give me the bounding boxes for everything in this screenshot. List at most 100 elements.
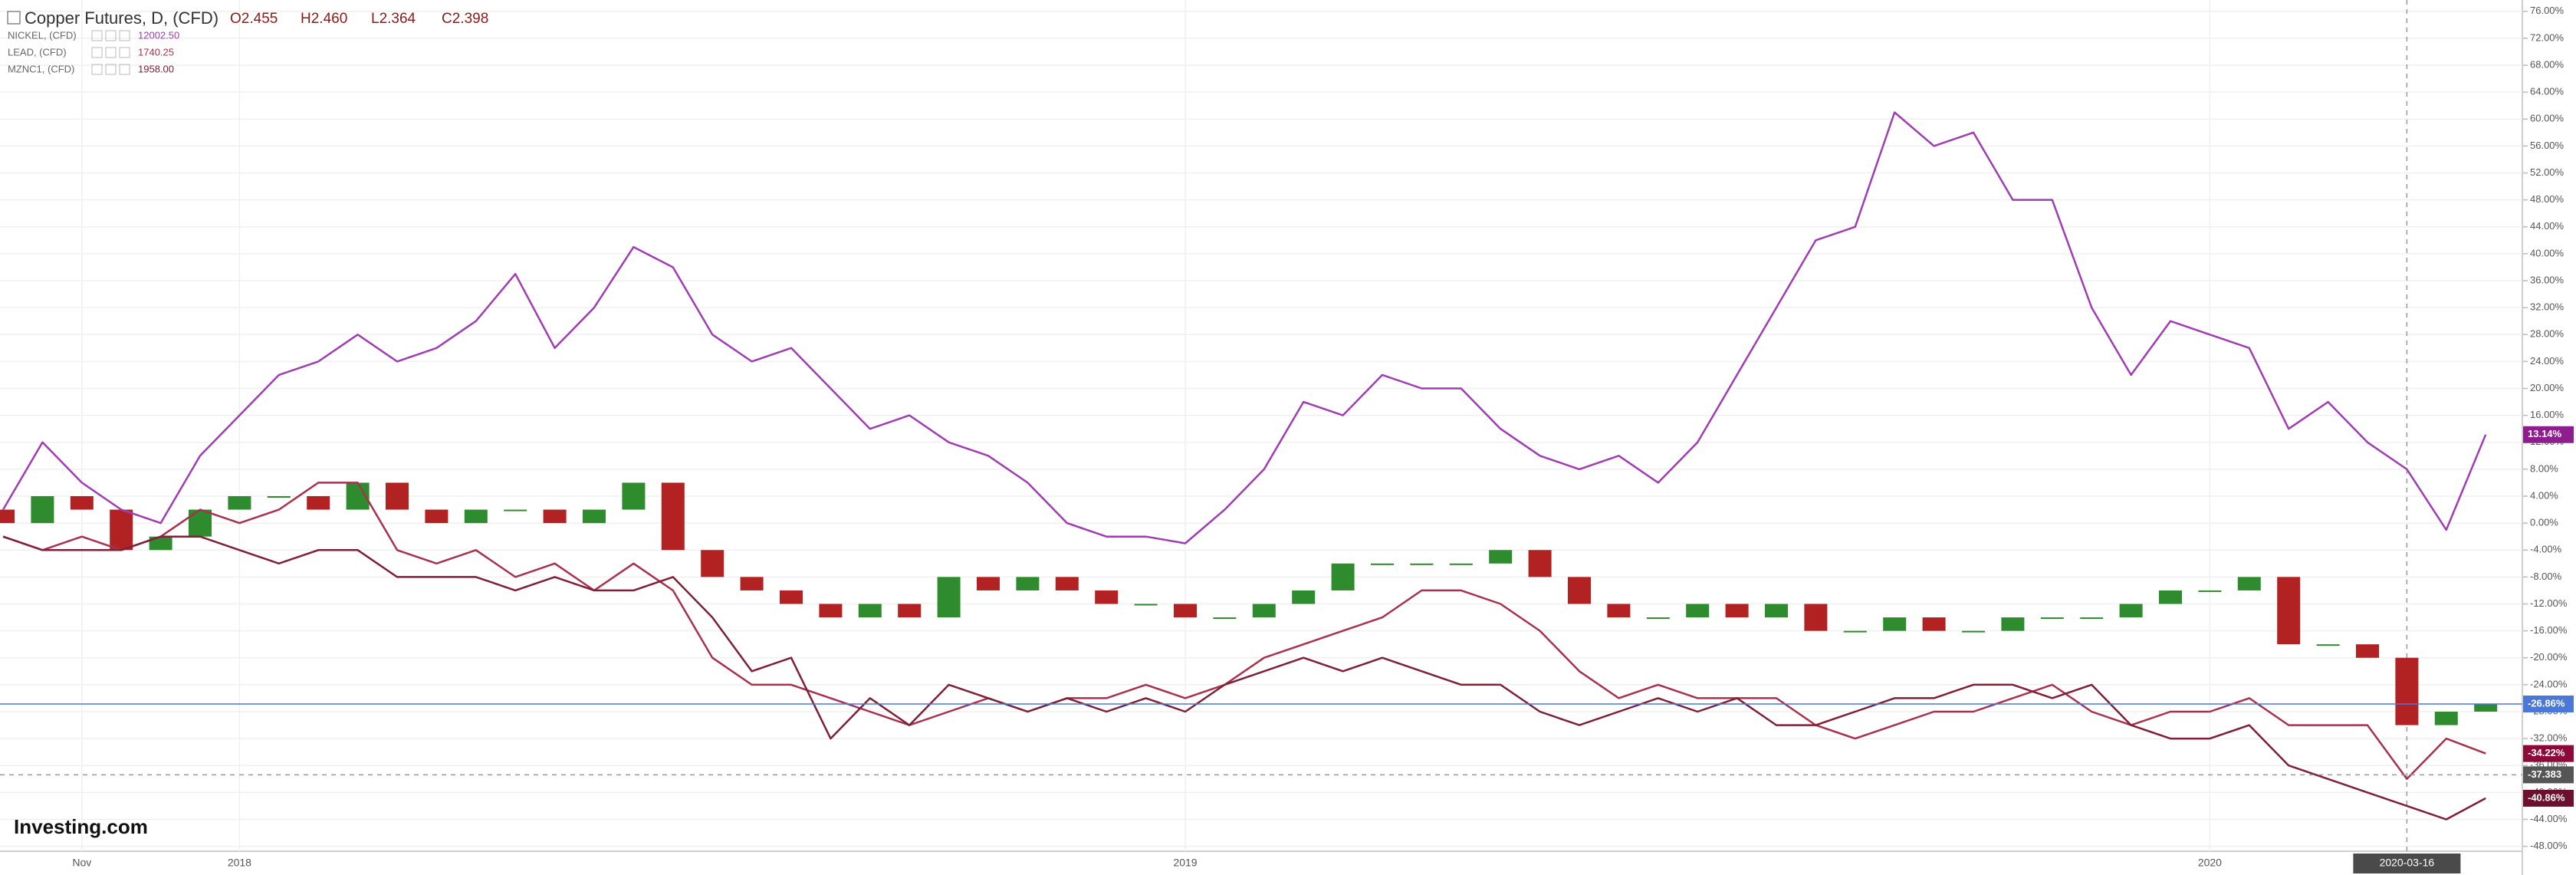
candle (819, 604, 843, 618)
candle (464, 509, 488, 524)
price-mark-box (2523, 789, 2574, 807)
candle (1449, 563, 1473, 565)
candle (1252, 604, 1276, 618)
candle (1331, 563, 1355, 590)
price-mark-label: -26.86% (2528, 697, 2565, 709)
legend-icon (119, 30, 130, 41)
y-tick-label: -20.00% (2530, 651, 2568, 663)
candle (2356, 644, 2379, 658)
y-tick-label: 44.00% (2530, 220, 2564, 232)
legend-price: 1958.00 (138, 63, 174, 74)
candle (2395, 657, 2419, 725)
candle (0, 509, 15, 524)
candle (386, 482, 409, 510)
y-tick-label: 40.00% (2530, 247, 2564, 258)
candle (1095, 590, 1119, 604)
logo: Investing.com (14, 815, 148, 838)
price-mark-label: -40.86% (2528, 791, 2565, 803)
x-tick-label: Nov (72, 857, 91, 869)
candle (2040, 617, 2064, 620)
legend-icon (91, 47, 103, 58)
plot-area (0, 0, 2522, 851)
candle (1607, 604, 1631, 618)
y-tick-label: 16.00% (2530, 409, 2564, 420)
price-mark-box (2523, 695, 2574, 712)
y-tick-label: -48.00% (2530, 840, 2568, 851)
y-tick-label: -4.00% (2530, 544, 2562, 555)
y-tick-label: 52.00% (2530, 166, 2564, 178)
candle (661, 482, 685, 551)
y-tick-label: -8.00% (2530, 571, 2562, 582)
candle (1528, 550, 1552, 577)
candle (2080, 617, 2104, 620)
x-tick-label: 2020 (2198, 857, 2222, 869)
price-mark-box (2523, 426, 2574, 443)
candle (1962, 630, 1985, 633)
collapse-icon[interactable] (7, 11, 21, 25)
candle (780, 590, 803, 604)
y-tick-label: -12.00% (2530, 597, 2568, 609)
axes: 76.00% 72.00% 68.00% 64.00% 60.00% 56.00% 52.0… (72, 5, 2574, 873)
candle (1292, 590, 1316, 604)
candle (2237, 577, 2261, 590)
y-tick-label: 8.00% (2530, 462, 2558, 474)
candle (1134, 604, 1158, 606)
y-tick-label: 4.00% (2530, 489, 2558, 501)
y-tick-label: -24.00% (2530, 678, 2568, 689)
candle (2159, 590, 2182, 604)
candle (149, 536, 172, 551)
legend-icon (105, 47, 117, 58)
legend-name: NICKEL, (CFD) (8, 29, 77, 41)
candle (425, 509, 449, 524)
x-tick-label: 2019 (1173, 857, 1197, 869)
legend-name: MZNC1, (CFD) (8, 63, 74, 74)
legend-icon (91, 64, 103, 75)
candle (1843, 630, 1867, 633)
price-mark-box (2523, 745, 2574, 762)
candle (2001, 617, 2025, 631)
y-tick-label: 20.00% (2530, 382, 2564, 393)
candle (1174, 604, 1197, 618)
legend-icon (119, 47, 130, 58)
crosshair-date-box (2353, 854, 2461, 873)
candle (1213, 617, 1237, 620)
legend-icon (119, 64, 130, 75)
candle (937, 577, 961, 618)
y-tick-label: 72.00% (2530, 31, 2564, 43)
y-tick-label: 32.00% (2530, 301, 2564, 313)
y-tick-label: 28.00% (2530, 328, 2564, 340)
candle (1489, 550, 1513, 564)
y-tick-label: -16.00% (2530, 624, 2568, 636)
candle (622, 482, 646, 510)
candle (858, 604, 882, 618)
legend: Copper Futures, D, (CFD) O2.455 H2.460 L2.… (7, 8, 488, 75)
legend-icon (91, 30, 103, 41)
candle (1371, 563, 1394, 565)
candle (189, 509, 212, 537)
candle (977, 577, 1000, 590)
candle (267, 496, 291, 498)
candle (1765, 604, 1788, 618)
candle (740, 577, 764, 590)
candle (2119, 604, 2143, 618)
y-tick-label: 36.00% (2530, 274, 2564, 285)
price-mark-label: -34.22% (2528, 747, 2565, 758)
candle (2474, 703, 2498, 712)
legend-icon (105, 30, 117, 41)
candle (2277, 577, 2301, 645)
y-tick-label: 68.00% (2530, 58, 2564, 70)
x-tick-label: 2018 (228, 857, 251, 869)
legend-icon (105, 64, 117, 75)
candle (1568, 577, 1591, 604)
y-tick-label: 24.00% (2530, 355, 2564, 367)
y-tick-label: -32.00% (2530, 732, 2568, 744)
candle (583, 509, 606, 524)
price-mark-label: 13.14% (2528, 428, 2562, 439)
y-tick-label: 48.00% (2530, 193, 2564, 205)
candle (110, 509, 133, 551)
candle (1016, 577, 1040, 590)
series-line (2, 482, 2486, 781)
candle (2198, 590, 2222, 592)
